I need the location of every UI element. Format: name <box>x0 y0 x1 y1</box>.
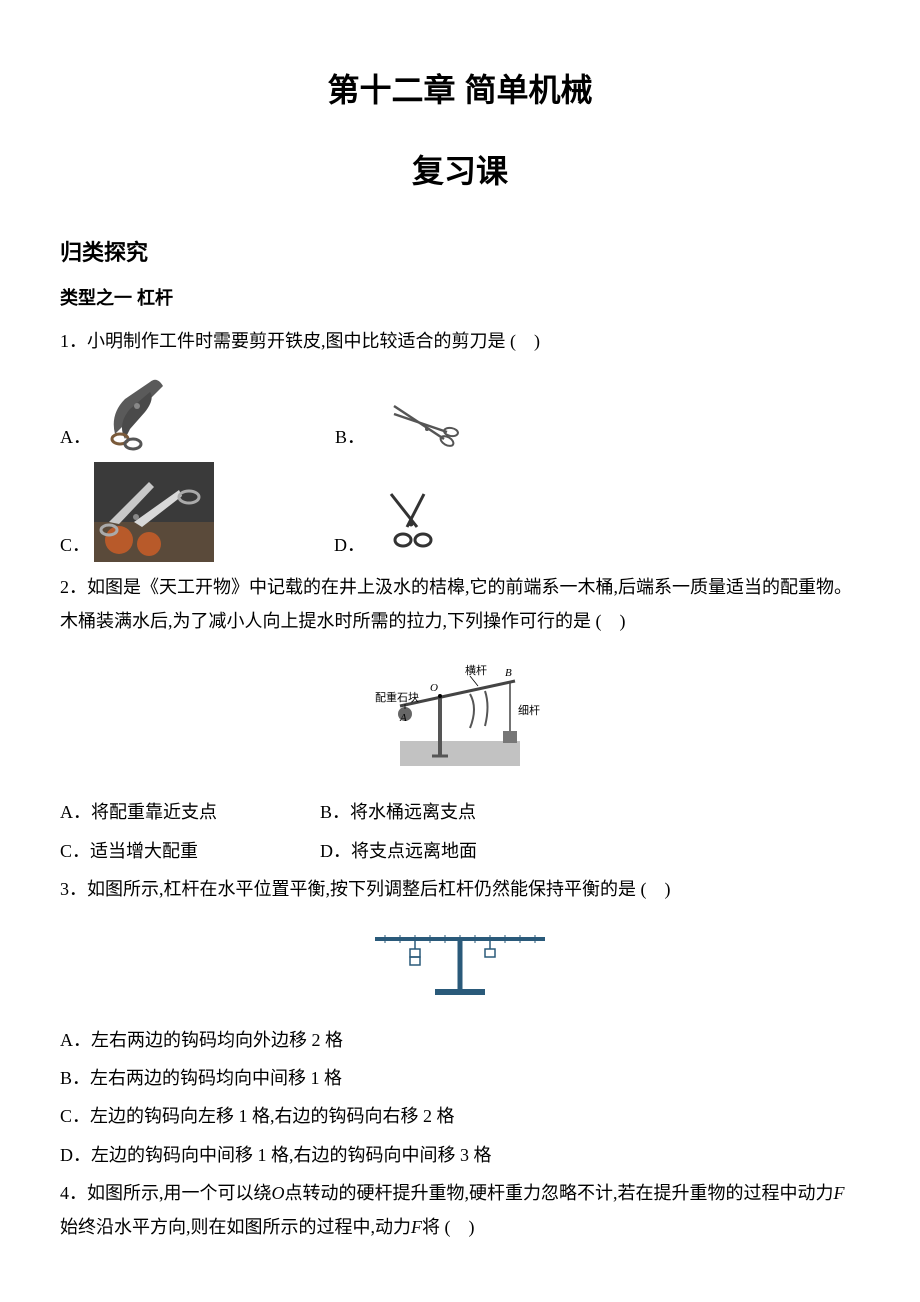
scissors-d-icon <box>369 482 449 562</box>
scissors-c-icon <box>94 462 214 562</box>
q4-symF2: F <box>411 1217 422 1237</box>
q4-symO: O <box>272 1183 285 1203</box>
question-3-text: 3．如图所示,杠杆在水平位置平衡,按下列调整后杠杆仍然能保持平衡的是 ( ) <box>60 872 860 906</box>
q2-optD: D．将支点远离地面 <box>320 834 580 868</box>
svg-text:横杆: 横杆 <box>465 663 487 677</box>
q3-optB: B．左右两边的钩码均向中间移 1 格 <box>60 1061 860 1095</box>
scissors-b-icon <box>369 394 469 454</box>
q2-figure: 横杆 配重石块 细杆 O B A <box>60 646 860 787</box>
q2-options-row2: C．适当增大配重 D．将支点远离地面 <box>60 834 860 868</box>
q4-end: 将 ( ) <box>422 1217 475 1237</box>
q4-mid2: 始终沿水平方向,则在如图所示的过程中,动力 <box>60 1217 411 1237</box>
question-2-text: 2．如图是《天工开物》中记载的在井上汲水的桔槔,它的前端系一木桶,后端系一质量适… <box>60 570 860 638</box>
q2-optB: B．将水桶远离支点 <box>320 795 580 829</box>
scissors-a-icon <box>95 364 195 454</box>
q1-optC-letter: C． <box>60 528 90 562</box>
q3-optD: D．左边的钩码向中间移 1 格,右边的钩码向中间移 3 格 <box>60 1138 860 1172</box>
q1-optA-letter: A． <box>60 420 91 454</box>
q2-options-row1: A．将配重靠近支点 B．将水桶远离支点 <box>60 795 860 829</box>
question-1-text: 1．小明制作工件时需要剪开铁皮,图中比较适合的剪刀是 ( ) <box>60 324 860 358</box>
q4-pre: 4．如图所示,用一个可以绕 <box>60 1183 272 1203</box>
q3-optA: A．左右两边的钩码均向外边移 2 格 <box>60 1023 860 1057</box>
q1-optD-letter: D． <box>334 528 365 562</box>
question-4-text: 4．如图所示,用一个可以绕O点转动的硬杆提升重物,硬杆重力忽略不计,若在提升重物… <box>60 1176 860 1244</box>
svg-text:细杆: 细杆 <box>518 703 540 717</box>
q4-mid1: 点转动的硬杆提升重物,硬杆重力忽略不计,若在提升重物的过程中动力 <box>285 1183 834 1203</box>
q1-option-b: B． <box>335 394 469 454</box>
category-heading: 类型之一 杠杆 <box>60 281 860 315</box>
svg-text:A: A <box>399 712 407 724</box>
svg-text:B: B <box>505 667 512 679</box>
q1-option-d: D． <box>334 482 449 562</box>
q2-optA: A．将配重靠近支点 <box>60 795 320 829</box>
q3-optC: C．左边的钩码向左移 1 格,右边的钩码向右移 2 格 <box>60 1099 860 1133</box>
q4-symF1: F <box>834 1183 845 1203</box>
q1-option-c: C． <box>60 462 214 562</box>
q1-options-row1: A． B． <box>60 364 860 454</box>
svg-text:配重石块: 配重石块 <box>375 690 419 704</box>
section-heading: 归类探究 <box>60 232 860 274</box>
chapter-title: 第十二章 简单机械 <box>60 60 860 121</box>
svg-text:O: O <box>430 682 438 694</box>
q2-optC: C．适当增大配重 <box>60 834 320 868</box>
q3-figure <box>60 914 860 1015</box>
q1-option-a: A． <box>60 364 195 454</box>
lesson-title: 复习课 <box>60 141 860 202</box>
q1-options-row2: C． D． <box>60 462 860 562</box>
q1-optB-letter: B． <box>335 420 365 454</box>
